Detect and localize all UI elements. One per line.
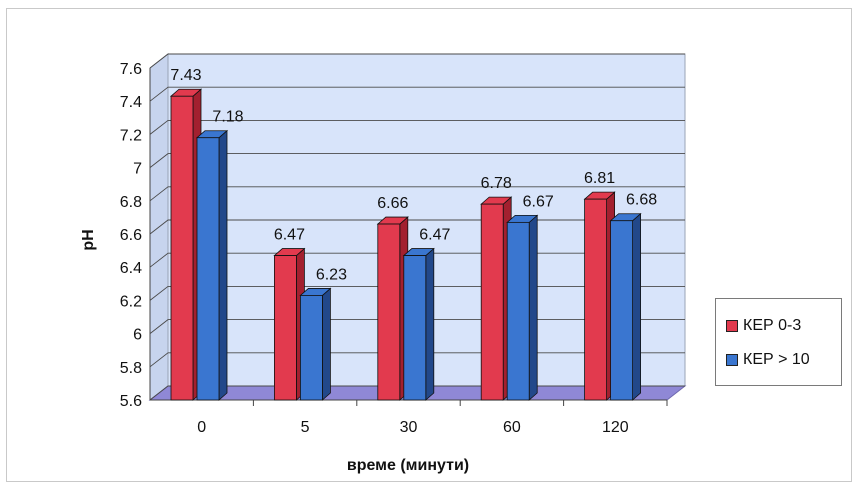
bar-front bbox=[299, 295, 323, 401]
bar-front bbox=[403, 255, 427, 401]
bar-side bbox=[425, 247, 435, 401]
y-tick-label: 7.4 bbox=[120, 94, 142, 111]
bar bbox=[402, 247, 435, 401]
gridline bbox=[149, 119, 685, 135]
data-label: 6.78 bbox=[481, 175, 512, 192]
bar bbox=[583, 191, 616, 401]
legend-item-series-1: КЕР 0-3 bbox=[726, 317, 801, 335]
bar bbox=[273, 247, 306, 401]
legend-swatch-series-2 bbox=[726, 354, 738, 366]
bar bbox=[506, 214, 539, 401]
bars bbox=[169, 88, 642, 401]
bar bbox=[609, 212, 642, 401]
gridline bbox=[149, 86, 685, 102]
bar bbox=[195, 129, 229, 401]
bar bbox=[299, 287, 332, 401]
bar-side bbox=[632, 212, 641, 401]
bar bbox=[376, 216, 409, 401]
data-label: 6.81 bbox=[584, 170, 615, 187]
bar bbox=[480, 196, 513, 401]
data-label: 6.66 bbox=[377, 195, 408, 212]
data-label: 7.43 bbox=[170, 67, 201, 84]
data-label: 6.23 bbox=[316, 266, 347, 283]
y-tick-label: 6.2 bbox=[120, 293, 142, 310]
data-labels: 7.43 7.18 6.47 6.23 6.66 6.47 6.78 6.67 6.81 6.68 bbox=[170, 67, 657, 283]
y-axis-title: pH bbox=[80, 229, 97, 250]
legend-swatch-series-1 bbox=[726, 320, 738, 332]
bar-front bbox=[273, 255, 297, 401]
bar-front bbox=[196, 137, 220, 401]
bar-front bbox=[506, 221, 530, 401]
y-tick-label: 5.6 bbox=[120, 393, 142, 410]
x-tick-label: 5 bbox=[301, 419, 310, 436]
data-label: 7.18 bbox=[212, 109, 243, 126]
bar-side bbox=[528, 214, 538, 401]
gridline bbox=[149, 186, 685, 202]
y-tick-label: 7.6 bbox=[120, 61, 142, 78]
x-tick-label: 0 bbox=[197, 419, 206, 436]
y-tick-labels: 7.6 7.4 7.2 7 6.8 6.6 6.4 6.2 6 5.8 5.6 bbox=[120, 61, 142, 410]
y-tick-label: 6 bbox=[133, 327, 142, 344]
bar-front bbox=[610, 220, 633, 401]
y-tick-label: 6.4 bbox=[120, 260, 142, 277]
legend-item-series-2: КЕР > 10 bbox=[726, 351, 810, 369]
y-tick-label: 5.8 bbox=[120, 360, 142, 377]
bar bbox=[169, 88, 203, 401]
bar-front bbox=[480, 203, 504, 401]
legend-label-series-2: КЕР > 10 bbox=[743, 351, 810, 368]
gridline bbox=[149, 53, 685, 69]
bar-front bbox=[170, 95, 194, 401]
data-label: 6.47 bbox=[274, 227, 305, 244]
legend: КЕР 0-3 КЕР > 10 bbox=[715, 298, 842, 386]
legend-label-series-1: КЕР 0-3 bbox=[743, 317, 802, 334]
bar-side bbox=[218, 129, 228, 401]
data-label: 6.67 bbox=[523, 193, 554, 210]
y-tick-label: 6.6 bbox=[120, 227, 142, 244]
x-tick-label: 60 bbox=[503, 419, 521, 436]
x-axis-title: време (минути) bbox=[347, 457, 469, 474]
data-label: 6.68 bbox=[626, 192, 657, 209]
gridline bbox=[149, 153, 685, 168]
x-tick-labels: 0 5 30 60 120 bbox=[197, 400, 668, 436]
y-tick-label: 6.8 bbox=[120, 194, 142, 211]
y-tick-label: 7.2 bbox=[120, 127, 142, 144]
data-label: 6.47 bbox=[419, 227, 450, 244]
x-tick-label: 120 bbox=[602, 419, 629, 436]
y-tick-label: 7 bbox=[133, 161, 142, 178]
bar-front bbox=[584, 198, 607, 401]
x-tick-label: 30 bbox=[400, 419, 418, 436]
bar-side bbox=[321, 287, 331, 401]
bar-front bbox=[377, 223, 401, 401]
